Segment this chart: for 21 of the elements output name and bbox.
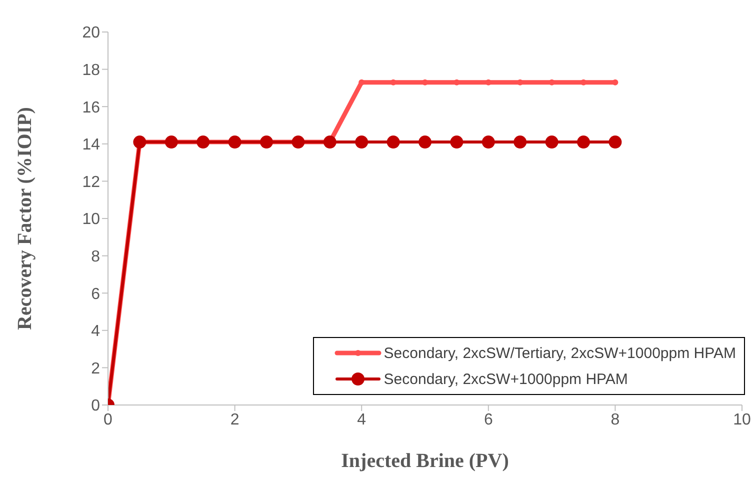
y-tick-label: 10 [82, 211, 100, 228]
y-axis-title: Recovery Factor (%IOIP) [14, 107, 36, 330]
y-tick-label: 2 [91, 360, 100, 378]
y-tick-label: 18 [82, 62, 100, 79]
y-tick-label: 16 [82, 99, 100, 116]
x-tick-label: 10 [733, 411, 751, 428]
y-tick-label: 4 [91, 323, 100, 340]
x-tick-label: 2 [230, 411, 240, 428]
legend-label: Secondary, 2xcSW+1000ppm HPAM [384, 370, 628, 388]
x-tick-label: 6 [484, 411, 493, 428]
x-tick-label: 8 [610, 411, 620, 428]
y-tick-label: 20 [82, 24, 100, 42]
legend-label: Secondary, 2xcSW/Tertiary, 2xcSW+1000ppm HPAM [384, 344, 736, 362]
y-tick-label: 8 [91, 248, 100, 266]
x-tick-label: 4 [357, 411, 366, 428]
y-tick-label: 0 [91, 398, 100, 415]
y-tick-label: 14 [82, 136, 100, 154]
y-tick-label: 6 [91, 286, 100, 303]
x-tick-label: 0 [104, 411, 113, 428]
y-tick-label: 12 [82, 174, 100, 191]
x-axis-title: Injected Brine (PV) [341, 450, 509, 472]
